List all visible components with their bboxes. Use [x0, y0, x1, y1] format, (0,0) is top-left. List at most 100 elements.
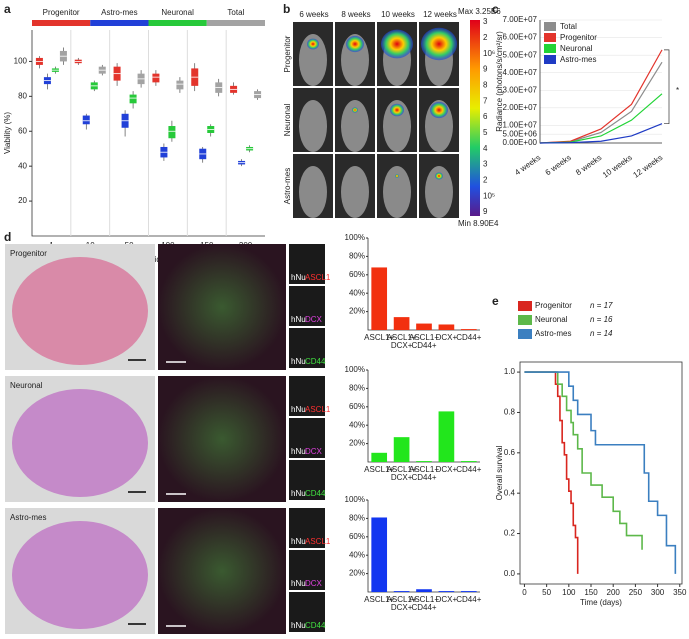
- x-tick-label: ASCL1+: [364, 465, 394, 474]
- y-tick-label: 7.00E+07: [503, 15, 538, 24]
- x-tick-label: 250: [629, 588, 643, 597]
- y-tick-label: 20: [18, 196, 27, 205]
- x-tick-label: 4 weeks: [513, 153, 542, 177]
- channel-image: [289, 286, 325, 326]
- colorbar-max: Max 3.25E6: [458, 7, 501, 16]
- y-tick-label: 100%: [345, 365, 365, 374]
- marker-label: ASCL1: [305, 273, 331, 282]
- x-tick-label: ASCL1+: [387, 595, 417, 604]
- y-tick-label: 40%: [349, 420, 365, 429]
- legend-n: n = 16: [590, 315, 613, 324]
- brain-section: [12, 521, 148, 629]
- stain-label: hNu: [291, 447, 306, 456]
- bar: [460, 591, 477, 592]
- bar: [393, 591, 410, 592]
- x-tick-label: DCX+: [391, 603, 413, 612]
- marker-label: DCX: [305, 447, 323, 456]
- panel-label: b: [283, 2, 290, 16]
- y-tick-label: 5.00E+07: [503, 50, 538, 59]
- line: [539, 123, 663, 144]
- y-tick-label: 2.00E+07: [503, 103, 538, 112]
- survival-curve: [524, 371, 579, 574]
- channel-image: [289, 328, 325, 368]
- timepoint-label: 12 weeks: [423, 10, 457, 19]
- channel-image: [289, 418, 325, 458]
- line: [539, 93, 663, 144]
- mouse: [341, 100, 369, 152]
- x-tick-label: 300: [651, 588, 665, 597]
- bar: [371, 517, 388, 592]
- x-tick-label: 12 weeks: [632, 153, 665, 180]
- colorbar-tick: 7: [483, 96, 488, 105]
- group-label: Neuronal: [161, 8, 194, 17]
- colorbar-tick: 6: [483, 112, 488, 121]
- legend-label: Astro-mes: [560, 55, 596, 64]
- y-tick-label: 40: [18, 161, 27, 170]
- y-tick-label: 40%: [349, 288, 365, 297]
- bar: [393, 317, 410, 330]
- legend-label: Neuronal: [560, 44, 593, 53]
- signal: [307, 38, 319, 50]
- marker-label: ASCL1: [305, 537, 331, 546]
- x-tick-label: DCX+: [391, 473, 413, 482]
- y-tick-label: 0.6: [504, 448, 516, 457]
- axis: [367, 370, 480, 463]
- signal: [352, 107, 358, 113]
- group-label: Total: [227, 8, 244, 17]
- group-label: Progenitor: [43, 8, 80, 17]
- x-tick-label: ASCL1+: [387, 465, 417, 474]
- x-tick-label: DCX+: [436, 595, 458, 604]
- bar: [460, 461, 477, 462]
- legend-swatch: [544, 44, 556, 53]
- box: [152, 73, 160, 83]
- marker-label: CD44: [305, 357, 326, 366]
- colorbar-tick: 3: [483, 160, 488, 169]
- box: [176, 80, 184, 90]
- y-tick-label: 60%: [349, 532, 365, 541]
- y-tick-label: 0.2: [504, 529, 516, 538]
- y-tick-label: 0.00E+00: [503, 138, 538, 147]
- x-tick-label: CD44+: [411, 603, 436, 612]
- mouse: [383, 166, 411, 218]
- box: [168, 126, 176, 139]
- x-tick-label: ASCL1+: [364, 595, 394, 604]
- x-tick-label: 0: [522, 588, 527, 597]
- bar: [416, 323, 432, 330]
- survival-curve: [524, 371, 677, 574]
- y-tick-label: 80%: [349, 384, 365, 393]
- x-tick-label: CD44+: [411, 473, 436, 482]
- timepoint-label: 6 weeks: [299, 10, 328, 19]
- colorbar: [470, 20, 480, 216]
- x-tick-label: ASCL1+: [387, 333, 417, 342]
- y-tick-label: 6.00E+07: [503, 33, 538, 42]
- confocal-image: [158, 508, 286, 634]
- confocal-image: [158, 244, 286, 370]
- y-tick-label: 20%: [349, 569, 365, 578]
- colorbar-tick: 9: [483, 65, 488, 74]
- y-tick-label: 100%: [345, 233, 365, 242]
- y-axis-title: Overall survival: [495, 445, 504, 500]
- signal: [381, 29, 413, 59]
- x-tick-label: DCX+: [436, 465, 458, 474]
- timepoint-label: 8 weeks: [341, 10, 370, 19]
- stain-label: hNu: [291, 537, 306, 546]
- colorbar-tick: 8: [483, 80, 488, 89]
- bar: [438, 324, 455, 330]
- timepoint-label: 10 weeks: [381, 10, 415, 19]
- x-tick-label: 350: [673, 588, 687, 597]
- channel-image: [289, 376, 325, 416]
- x-tick-label: DCX+: [436, 333, 458, 342]
- annotation: *: [676, 86, 679, 95]
- y-tick-label: 0.8: [504, 408, 516, 417]
- channel-image: [289, 550, 325, 590]
- confocal-image: [158, 376, 286, 502]
- signal: [421, 27, 457, 61]
- y-tick-label: 80%: [349, 252, 365, 261]
- x-tick-label: DCX+: [391, 341, 413, 350]
- y-tick-label: 1.0: [504, 367, 516, 376]
- bar: [371, 267, 388, 330]
- x-tick-label: ASCL1+: [364, 333, 394, 342]
- y-tick-label: 5.00E+06: [503, 129, 538, 138]
- signal: [390, 103, 404, 117]
